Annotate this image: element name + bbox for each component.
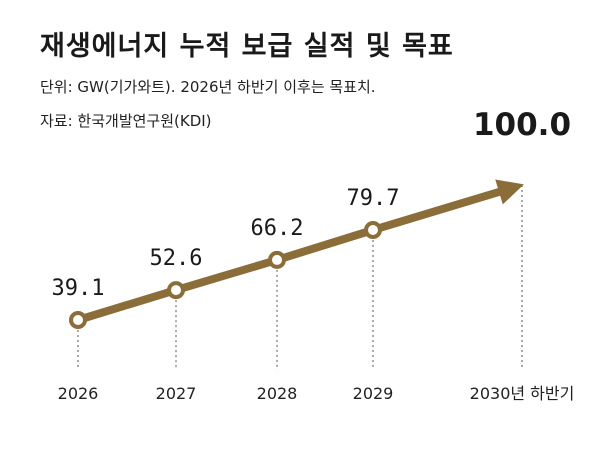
source-note: 자료: 한국개발연구원(KDI)	[40, 112, 212, 130]
data-point	[268, 250, 286, 269]
data-label: 39.1	[52, 276, 105, 301]
data-label: 52.6	[150, 246, 203, 271]
chart-title: 재생에너지 누적 보급 실적 및 목표	[40, 31, 454, 62]
x-axis-ticks: 2026 2027 2028 2029 2030년 하반기	[58, 384, 575, 403]
x-tick-label: 2030년 하반기	[470, 384, 575, 403]
x-tick-label: 2026	[58, 384, 99, 403]
target-arrowhead	[495, 179, 524, 205]
x-tick-label: 2029	[353, 384, 394, 403]
data-labels: 39.1 52.6 66.2 79.7 100.0	[52, 107, 572, 301]
data-point	[167, 281, 185, 300]
data-label: 79.7	[347, 186, 400, 211]
x-tick-label: 2027	[156, 384, 197, 403]
series-line	[74, 179, 524, 324]
guide-lines	[77, 185, 523, 370]
unit-note: 단위: GW(기가와트). 2026년 하반기 이후는 목표치.	[40, 78, 376, 96]
target-value-label: 100.0	[473, 107, 571, 143]
data-point	[364, 221, 382, 239]
data-point	[69, 311, 87, 329]
data-markers	[69, 221, 382, 329]
data-label: 66.2	[251, 216, 304, 241]
x-tick-label: 2028	[257, 384, 298, 403]
series-line-path	[74, 187, 504, 324]
